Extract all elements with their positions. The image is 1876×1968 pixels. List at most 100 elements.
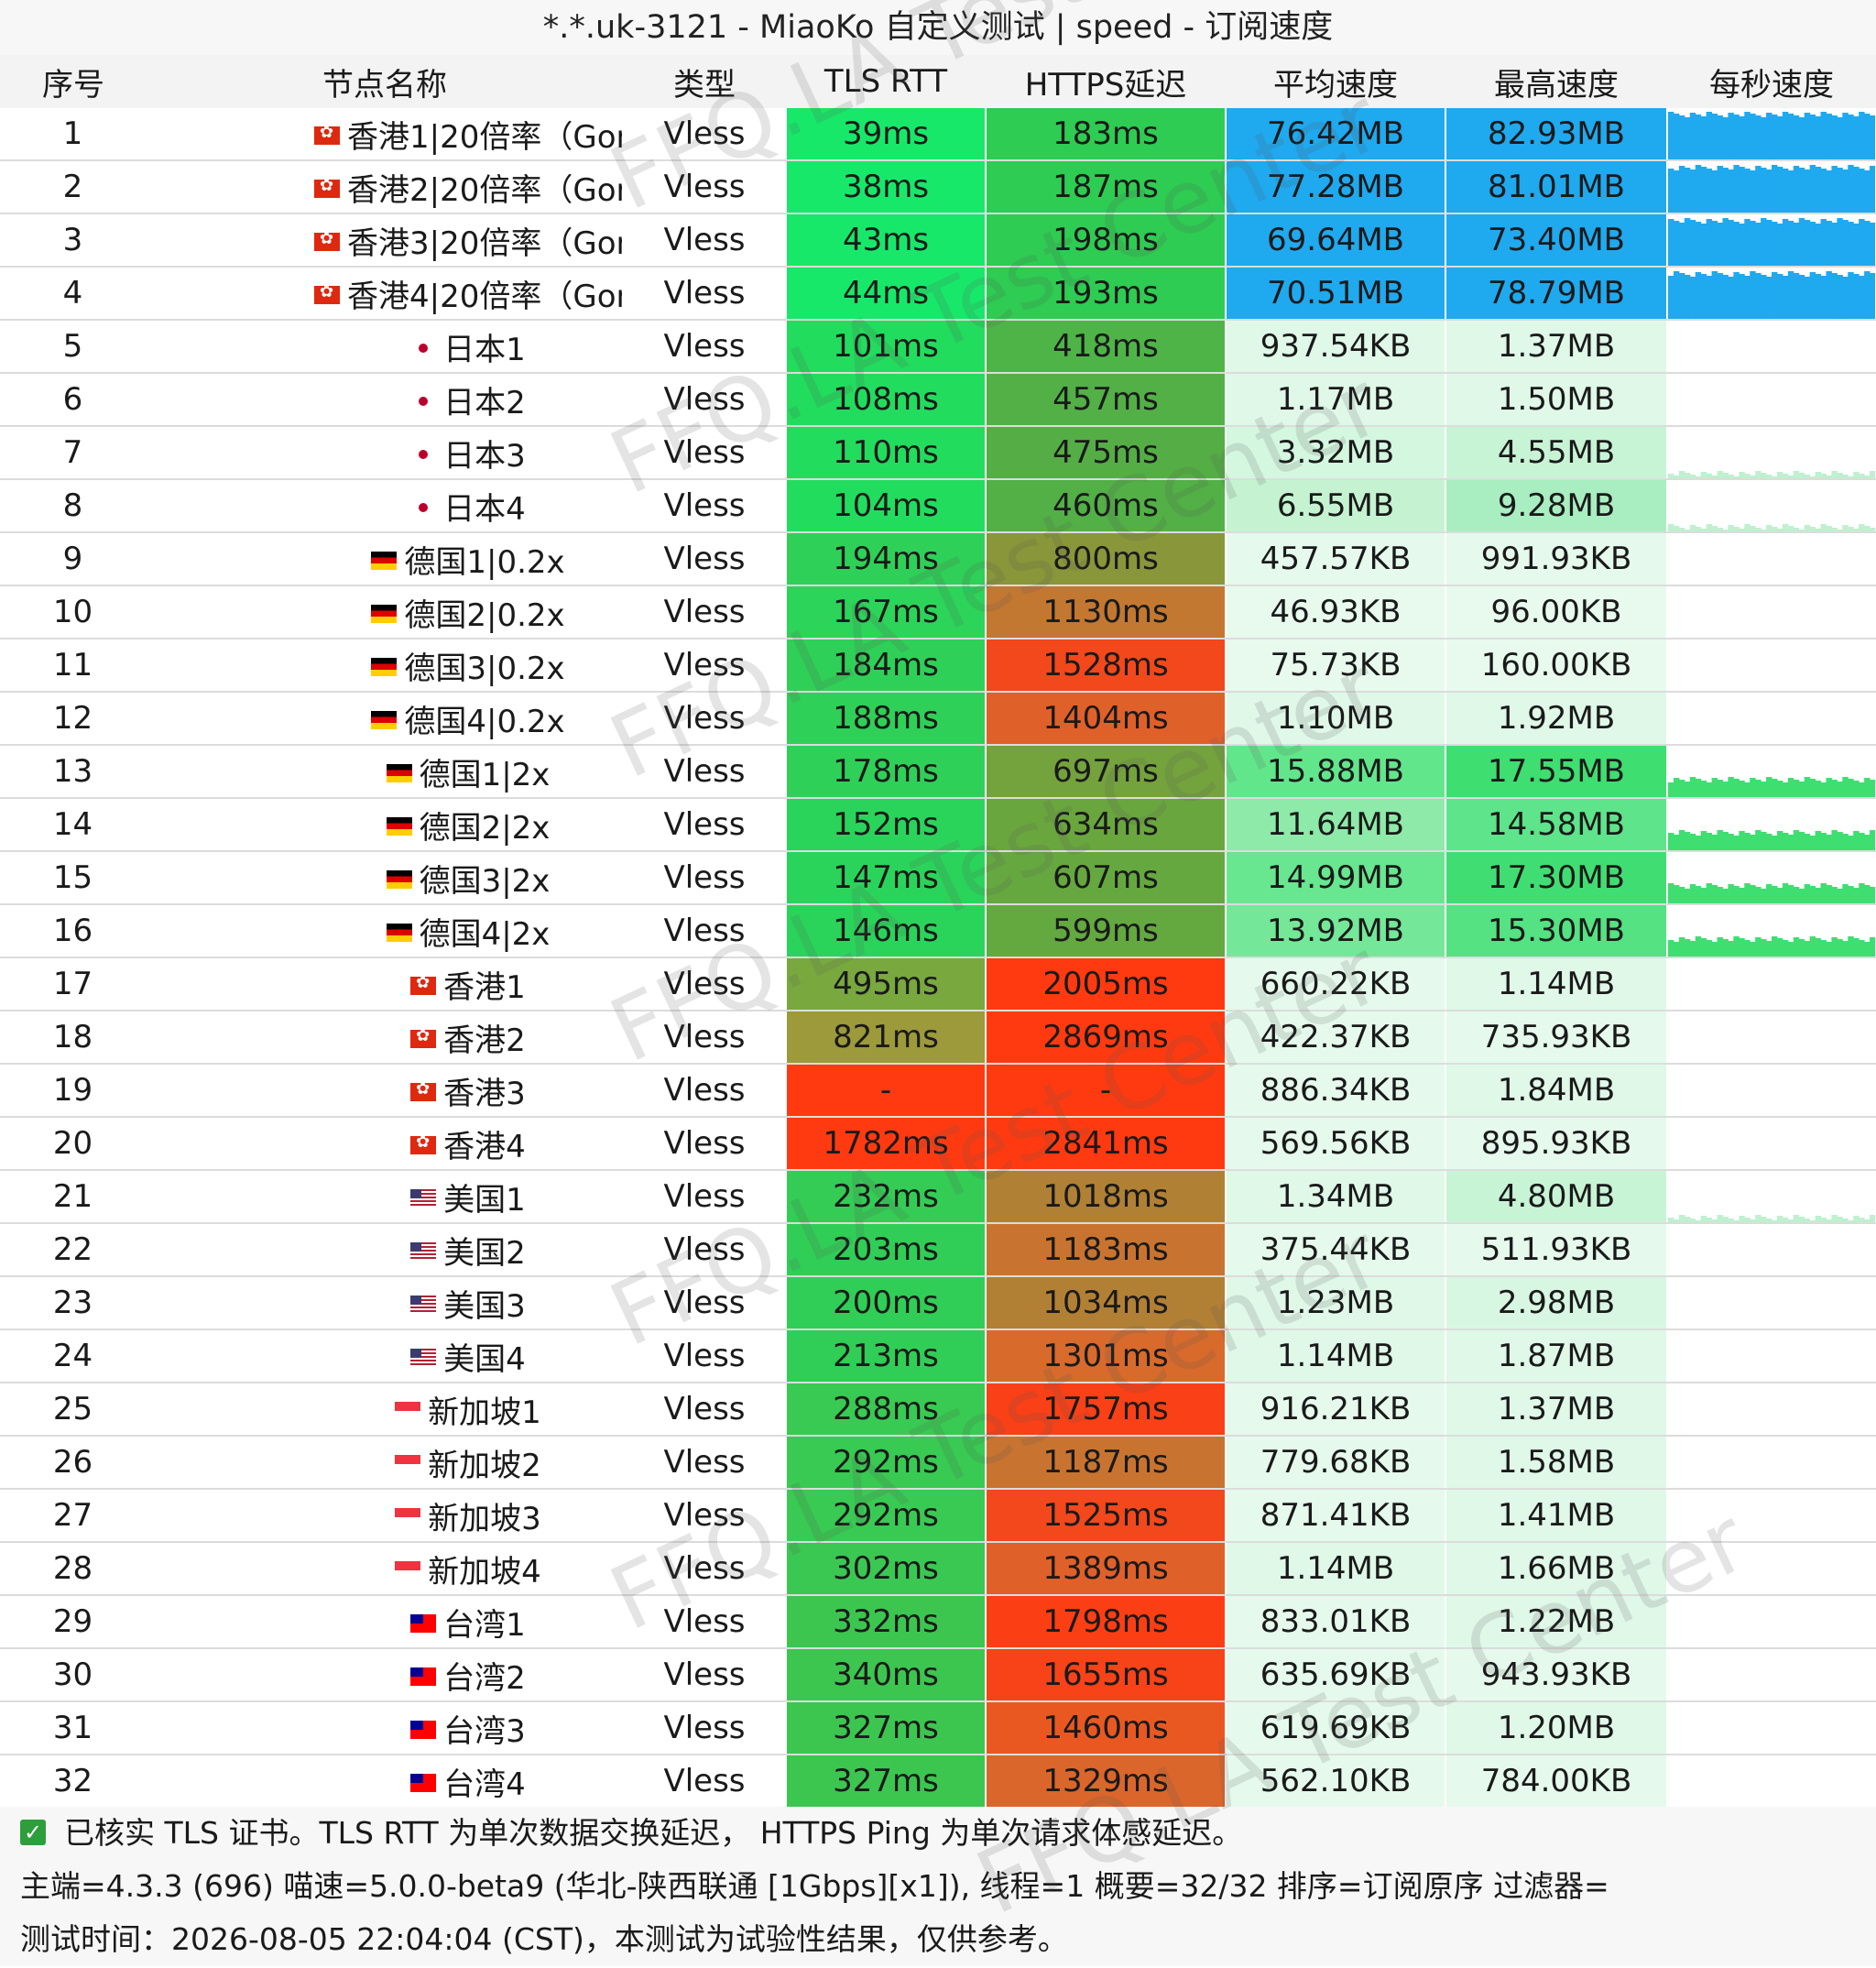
header-col-max-speed[interactable]: 最高速度 (1445, 55, 1667, 108)
row-index: 10 (0, 585, 147, 640)
node-name: 德国2|0.2x (147, 585, 624, 640)
sparkline-bar (1706, 883, 1713, 902)
sparkline-bar (1859, 169, 1865, 212)
row-index: 6 (0, 373, 147, 427)
table-row[interactable]: 31 台湾3 Vless 327ms 1460ms 619.69KB 1.20MB (0, 1701, 1876, 1755)
table-row[interactable]: 13 德国1|2x Vless 178ms 697ms 15.88MB 17.55MB (0, 745, 1876, 799)
sparkline-bar (1711, 778, 1718, 796)
node-name: 美国2 (147, 1223, 624, 1277)
table-row[interactable]: 15 德国3|2x Vless 147ms 607ms 14.99MB 17.30MB (0, 851, 1876, 905)
tls-rtt-cell: 203ms (786, 1223, 987, 1277)
sparkline-bar (1826, 885, 1832, 902)
per-second-sparkline (1667, 639, 1876, 693)
node-name-text: 德国2|2x (419, 809, 551, 847)
table-row[interactable]: 10 德国2|0.2x Vless 167ms 1130ms 46.93KB 96.00KB (0, 585, 1876, 640)
sparkline-bar (1706, 276, 1713, 318)
table-row[interactable]: 4 香港4|20倍率（Gomami）Vless44ms193ms70.51MB78… (0, 267, 1876, 321)
window-title: *.*.uk-3121 - MiaoKo 自定义测试 | speed - 订阅速… (0, 0, 1876, 55)
tls-rtt-cell: 821ms (786, 1011, 987, 1065)
header-col-per-second[interactable]: 每秒速度 (1667, 55, 1876, 108)
https-latency-cell: 1130ms (986, 585, 1227, 640)
table-row[interactable]: 16 德国4|2x Vless 146ms 599ms 13.92MB 15.30MB (0, 904, 1876, 958)
sparkline-bar (1870, 780, 1874, 796)
sparkline-bar (1689, 277, 1696, 318)
sparkline-bar (1826, 526, 1832, 530)
table-row[interactable]: 14 德国2|2x Vless 152ms 634ms 11.64MB 14.58MB (0, 798, 1876, 852)
sparkline-bar (1706, 1218, 1713, 1221)
node-name: 德国4|0.2x (147, 692, 624, 746)
per-second-sparkline (1667, 1383, 1876, 1437)
header-col-avg-speed[interactable]: 平均速度 (1226, 55, 1445, 108)
per-second-sparkline (1667, 851, 1876, 905)
sparkline-bar (1711, 942, 1718, 956)
table-row[interactable]: 6 日本2 Vless 108ms 457ms 1.17MB 1.50MB (0, 373, 1876, 427)
header-col-https-latency[interactable]: HTTPS延迟 (986, 55, 1226, 108)
table-row[interactable]: 25 新加坡1 Vless 288ms 1757ms 916.21KB 1.37MB (0, 1383, 1876, 1437)
sparkline-bar (1798, 832, 1805, 849)
node-name-text: 美国3 (443, 1287, 526, 1325)
sparkline-bar (1706, 940, 1713, 956)
header-col-tls-rtt[interactable]: TLS RTT (786, 55, 986, 108)
sparkline-bar (1848, 272, 1854, 318)
sparkline-bar (1826, 476, 1832, 477)
table-row[interactable]: 9 德国1|0.2x Vless 194ms 800ms 457.57KB 991.93KB (0, 532, 1876, 586)
https-latency-cell: 1389ms (986, 1542, 1227, 1596)
header-col-index[interactable]: 序号 (0, 55, 147, 108)
table-row[interactable]: 2 香港2|20倍率（Gomami）Vless38ms187ms77.28MB81… (0, 160, 1876, 214)
node-type: Vless (623, 213, 787, 268)
table-row[interactable]: 11 德国3|0.2x Vless 184ms 1528ms 75.73KB 160.00K… (0, 639, 1876, 693)
avg-speed-cell: 77.28MB (1226, 160, 1446, 214)
table-row[interactable]: 21 美国1 Vless 232ms 1018ms 1.34MB 4.80MB (0, 1170, 1876, 1224)
avg-speed-cell: 14.99MB (1226, 851, 1446, 905)
sparkline-bar (1782, 940, 1789, 956)
sparkline-bar (1848, 779, 1854, 796)
table-row[interactable]: 8 日本4 Vless 104ms 460ms 6.55MB 9.28MB (0, 479, 1876, 533)
sparkline-bar (1744, 219, 1751, 265)
sparkline-bar (1766, 113, 1772, 159)
table-row[interactable]: 32 台湾4 Vless 327ms 1329ms 562.10KB 784.00KB (0, 1755, 1876, 1809)
table-row[interactable]: 12 德国4|0.2x Vless 188ms 1404ms 1.10MB 1.92MB (0, 692, 1876, 746)
table-row[interactable]: 3 香港3|20倍率（Gomami）Vless43ms198ms69.64MB73… (0, 213, 1876, 268)
sparkline-bar (1761, 939, 1767, 956)
header-col-node-name[interactable]: 节点名称 (147, 55, 623, 108)
table-row[interactable]: 24 美国4 Vless 213ms 1301ms 1.14MB 1.87MB (0, 1329, 1876, 1383)
node-name-text: 德国3|2x (419, 862, 551, 900)
sparkline-bar (1870, 830, 1874, 849)
sparkline-bar (1739, 781, 1745, 796)
table-row[interactable]: 30 台湾2 Vless 340ms 1655ms 635.69KB 943.93KB (0, 1648, 1876, 1702)
max-speed-cell: 15.30MB (1445, 904, 1668, 958)
sparkline-bar (1820, 276, 1827, 318)
avg-speed-cell: 937.54KB (1226, 320, 1446, 374)
node-name-text: 日本1 (443, 331, 526, 368)
table-row[interactable]: 5 日本1 Vless 101ms 418ms 937.54KB 1.37MB (0, 320, 1876, 374)
table-row[interactable]: 26 新加坡2 Vless 292ms 1187ms 779.68KB 1.58MB (0, 1436, 1876, 1490)
header-col-type[interactable]: 类型 (623, 55, 786, 108)
table-row[interactable]: 1 香港1|20倍率（Gomami）Vless39ms183ms76.42MB82… (0, 108, 1876, 161)
https-latency-cell: 457ms (986, 373, 1227, 427)
sparkline-bar (1689, 475, 1696, 477)
sparkline-bar (1678, 273, 1685, 318)
sparkline-bar (1766, 884, 1772, 902)
table-row[interactable]: 7 日本3 Vless 110ms 475ms 3.32MB 4.55MB (0, 426, 1876, 480)
https-latency-cell: 599ms (986, 904, 1227, 958)
table-row[interactable]: 29 台湾1 Vless 332ms 1798ms 833.01KB 1.22MB (0, 1595, 1876, 1649)
table-row[interactable]: 27 新加坡3 Vless 292ms 1525ms 871.41KB 1.41MB (0, 1489, 1876, 1543)
tls-rtt-cell: 152ms (786, 798, 987, 852)
row-index: 22 (0, 1223, 147, 1277)
node-name: 台湾1 (147, 1595, 624, 1649)
sparkline-bar (1761, 832, 1767, 849)
https-latency-cell: 607ms (986, 851, 1227, 905)
table-row[interactable]: 28 新加坡4 Vless 302ms 1389ms 1.14MB 1.66MB (0, 1542, 1876, 1596)
table-row[interactable]: 23 美国3 Vless 200ms 1034ms 1.23MB 2.98MB (0, 1276, 1876, 1330)
sparkline-bar (1837, 530, 1842, 531)
sparkline-bar (1728, 834, 1734, 849)
row-index: 3 (0, 213, 147, 268)
https-latency-cell: 198ms (986, 213, 1227, 268)
sparkline-bar (1700, 1216, 1707, 1221)
table-row[interactable]: 22 美国2 Vless 203ms 1183ms 375.44KB 511.93KB (0, 1223, 1876, 1277)
sparkline-bar (1793, 937, 1800, 956)
